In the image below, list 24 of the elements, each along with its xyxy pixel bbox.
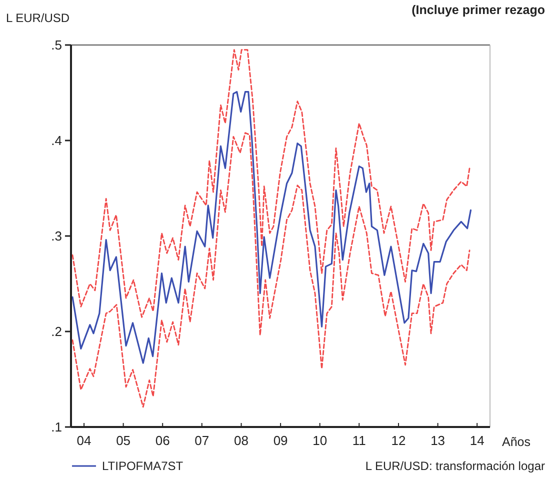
- line-series: [72, 90, 472, 364]
- x-tick-label: 07: [194, 433, 210, 448]
- y-tick-label: .4: [51, 133, 62, 148]
- chart-title: (Incluye primer rezago: [412, 3, 546, 17]
- x-tick-label: 11: [352, 433, 366, 448]
- x-tick-label: 06: [155, 433, 170, 448]
- y-axis-title: L EUR/USD: [6, 11, 70, 25]
- x-tick-label: 04: [76, 433, 92, 448]
- x-tick-label: 08: [234, 433, 249, 448]
- x-axis-title: Años: [502, 435, 530, 449]
- x-tick-label: 05: [116, 433, 131, 448]
- x-tick-label: 13: [430, 433, 446, 448]
- x-tick-label: 14: [470, 433, 484, 448]
- x-tick-label: 09: [273, 433, 288, 448]
- legend-label: LTIPOFMA7ST: [102, 459, 184, 473]
- line-series: [72, 49, 470, 318]
- y-tick-label: .2: [51, 324, 62, 340]
- text: L EUR/USD: transformación logar: [365, 459, 545, 473]
- x-tick-label: 12: [391, 433, 406, 448]
- y-tick-label: .3: [51, 228, 62, 244]
- y-tick-label: .1: [51, 420, 62, 435]
- line-series: [72, 132, 470, 408]
- x-tick-label: 10: [312, 433, 328, 448]
- y-tick-label: .5: [51, 38, 62, 53]
